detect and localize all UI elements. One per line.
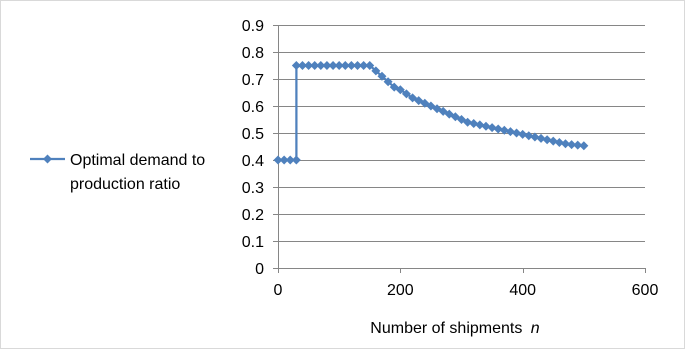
data-point: [475, 120, 485, 130]
x-tick-label: 600: [632, 282, 659, 299]
data-point: [560, 139, 570, 149]
legend-label-line: Optimal demand to: [70, 152, 205, 169]
data-point: [469, 119, 479, 129]
data-point: [573, 140, 583, 150]
data-point: [481, 121, 491, 131]
data-point: [487, 123, 497, 133]
x-tick-label: 200: [387, 282, 414, 299]
data-point: [493, 124, 503, 134]
data-point: [524, 131, 534, 141]
data-point: [395, 85, 405, 95]
data-point: [291, 61, 301, 70]
data-point: [285, 155, 295, 165]
data-point: [383, 77, 393, 87]
data-point: [359, 61, 369, 70]
data-point: [334, 61, 344, 70]
data-point: [530, 132, 540, 142]
data-point: [328, 61, 338, 70]
y-tick-label: 0.1: [242, 234, 264, 251]
data-point: [353, 61, 363, 70]
x-axis-title-text: Number of shipments: [370, 320, 522, 337]
data-point: [512, 128, 522, 138]
data-point: [536, 133, 546, 143]
legend-marker: [43, 154, 52, 164]
data-point: [505, 127, 515, 137]
series-layer: [273, 61, 589, 165]
x-axis-title-variable: n: [531, 320, 540, 337]
y-tick-label: 0.7: [242, 72, 264, 89]
data-point: [499, 125, 509, 135]
y-tick-label: 0.4: [242, 153, 264, 170]
data-point: [340, 61, 350, 70]
y-tick-label: 0.2: [242, 207, 264, 224]
data-point: [279, 155, 289, 165]
y-tick-label: 0.3: [242, 180, 264, 197]
data-point: [346, 61, 356, 70]
data-point: [297, 61, 307, 70]
data-point: [567, 140, 577, 150]
data-point: [310, 61, 320, 70]
data-point: [518, 129, 528, 139]
axes: 0 0.1 0.2 0.3 0.4 0.5 0.6 0.7 0.8 0.9 0 200 400 600: [242, 18, 659, 299]
data-point: [542, 135, 552, 145]
x-tick-label: 400: [509, 282, 536, 299]
y-tick-label: 0.9: [242, 18, 264, 35]
y-tick-label: 0: [255, 261, 264, 278]
legend: Optimal demand to production ratio: [30, 152, 205, 193]
data-point: [377, 71, 387, 81]
data-point: [322, 61, 332, 70]
data-point: [401, 89, 411, 99]
data-point: [554, 137, 564, 147]
data-point: [579, 141, 589, 151]
data-point: [316, 61, 326, 70]
data-point: [365, 61, 375, 70]
legend-label-line: production ratio: [70, 176, 180, 193]
data-point: [273, 155, 283, 165]
y-tick-label: 0.5: [242, 126, 264, 143]
data-point: [304, 61, 314, 70]
data-point: [463, 117, 473, 127]
data-point: [371, 66, 381, 76]
y-tick-label: 0.6: [242, 99, 264, 116]
gridlines: [278, 25, 645, 242]
y-tick-label: 0.8: [242, 45, 264, 62]
data-point: [291, 155, 301, 165]
x-axis-title: Number of shipments n: [370, 320, 540, 337]
data-point: [548, 136, 558, 146]
x-tick-label: 0: [274, 282, 283, 299]
